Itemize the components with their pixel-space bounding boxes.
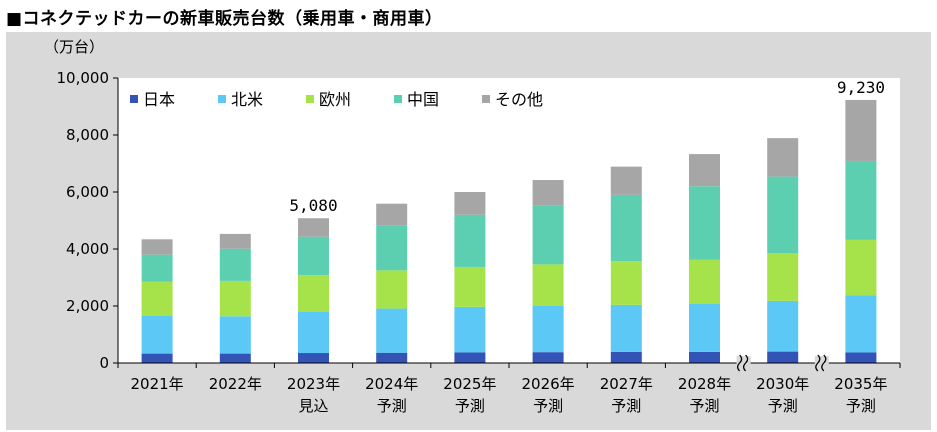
legend-swatch xyxy=(218,95,226,103)
x-tick-label: 2026年 xyxy=(522,375,575,393)
axis-break-mark xyxy=(736,354,751,372)
bar-segment-中国 xyxy=(376,225,408,271)
legend-swatch xyxy=(482,95,490,103)
bar-segment-欧州 xyxy=(376,270,408,309)
x-tick-label: 2024年 xyxy=(365,375,418,393)
axis-break-mark xyxy=(814,354,829,372)
bar-segment-北米 xyxy=(298,311,329,354)
x-tick-label: 2022年 xyxy=(209,375,262,393)
bar-segment-日本 xyxy=(454,352,486,363)
x-tick-sublabel: 予測 xyxy=(533,397,563,415)
bar-segment-その他 xyxy=(141,239,173,255)
legend-item: 北米 xyxy=(218,90,263,109)
y-axis-unit-label: （万台） xyxy=(44,38,104,56)
bar-segment-欧州 xyxy=(298,275,329,312)
bar-segment-日本 xyxy=(532,352,564,363)
y-tick-label: 0 xyxy=(99,354,109,372)
bar-segment-欧州 xyxy=(141,281,173,316)
total-value-label: 9,230 xyxy=(837,78,885,97)
bar-segment-中国 xyxy=(610,194,642,262)
x-tick-sublabel: 予測 xyxy=(377,397,407,415)
bar-segment-北米 xyxy=(845,295,877,353)
legend-label: その他 xyxy=(495,90,543,109)
bar-segment-北米 xyxy=(767,300,799,352)
x-tick-label: 2030年 xyxy=(756,375,809,393)
bar-segment-日本 xyxy=(610,351,642,363)
bar-segment-北米 xyxy=(219,316,251,354)
bar-segment-中国 xyxy=(298,236,329,276)
bar-segment-日本 xyxy=(767,351,799,363)
bar-segment-その他 xyxy=(610,166,642,195)
x-tick-label: 2023年 xyxy=(287,375,340,393)
bar-segment-日本 xyxy=(376,352,408,363)
bar-segment-欧州 xyxy=(532,264,564,306)
x-tick-sublabel: 予測 xyxy=(611,397,641,415)
legend-swatch xyxy=(130,95,138,103)
x-tick-label: 2028年 xyxy=(678,375,731,393)
y-tick-label: 8,000 xyxy=(66,126,109,144)
x-tick-label: 2021年 xyxy=(131,375,184,393)
bar-segment-欧州 xyxy=(454,266,486,307)
legend-swatch xyxy=(306,95,314,103)
chart-panel: （万台） 5,080 9,230 0 2,000 4,000 6,000 8,000 10,… xyxy=(6,32,931,430)
bar-segment-中国 xyxy=(767,176,799,253)
total-value-label: 5,080 xyxy=(289,196,337,215)
bar-segment-その他 xyxy=(219,233,251,249)
bar-segment-日本 xyxy=(219,353,251,363)
y-tick-label: 4,000 xyxy=(66,240,109,258)
y-tick-label: 10,000 xyxy=(57,69,110,87)
bar-segment-北米 xyxy=(376,308,408,353)
bar-segment-中国 xyxy=(219,248,251,281)
x-tick-sublabel: 予測 xyxy=(846,397,876,415)
bar-segment-北米 xyxy=(532,306,564,353)
bar-segment-その他 xyxy=(298,218,329,237)
bar-segment-欧州 xyxy=(767,252,799,301)
bar-segment-中国 xyxy=(689,186,720,260)
x-tick-sublabel: 予測 xyxy=(768,397,798,415)
x-tick-label: 2025年 xyxy=(443,375,496,393)
bar-segment-北米 xyxy=(454,306,486,353)
bar-segment-中国 xyxy=(454,214,486,267)
bar-segment-欧州 xyxy=(845,239,877,296)
bar-segment-その他 xyxy=(845,99,877,161)
bar-segment-北米 xyxy=(689,304,720,352)
bar-segment-その他 xyxy=(454,192,486,215)
legend-item: 欧州 xyxy=(306,90,351,109)
bar-segment-その他 xyxy=(689,154,720,187)
x-tick-sublabel: 予測 xyxy=(455,397,485,415)
legend-label: 欧州 xyxy=(319,90,351,109)
chart-title: ■コネクテッドカーの新車販売台数（乗用車・商用車） xyxy=(6,9,443,29)
bar-segment-欧州 xyxy=(689,259,720,305)
legend-label: 日本 xyxy=(143,90,175,109)
bar-segment-欧州 xyxy=(219,280,251,317)
bar-segment-日本 xyxy=(298,353,329,363)
bar-segment-その他 xyxy=(767,138,799,177)
legend-item: 中国 xyxy=(394,90,439,109)
legend-label: 北米 xyxy=(231,90,263,109)
bar-segment-日本 xyxy=(689,351,720,363)
bar-segment-その他 xyxy=(532,180,564,206)
x-tick-sublabel: 見込 xyxy=(298,397,328,415)
bar-segment-日本 xyxy=(141,353,173,363)
bar-segment-中国 xyxy=(532,205,564,265)
x-tick-label: 2035年 xyxy=(834,375,887,393)
bar-segment-日本 xyxy=(845,352,877,363)
bar-segment-中国 xyxy=(845,160,877,240)
legend-item: 日本 xyxy=(130,90,175,109)
bar-segment-欧州 xyxy=(610,261,642,305)
x-tick-sublabel: 予測 xyxy=(689,397,719,415)
stacked-bar-chart: （万台） 5,080 9,230 0 2,000 4,000 6,000 8,000 10,… xyxy=(44,38,901,415)
y-tick-label: 2,000 xyxy=(66,297,109,315)
legend-swatch xyxy=(394,95,402,103)
bar-segment-その他 xyxy=(376,203,408,226)
legend-label: 中国 xyxy=(407,90,439,109)
bar-segment-北米 xyxy=(141,315,173,354)
bar-segment-北米 xyxy=(610,304,642,352)
legend-item: その他 xyxy=(482,90,543,109)
bar-segment-中国 xyxy=(141,254,173,282)
x-tick-label: 2027年 xyxy=(600,375,653,393)
y-tick-label: 6,000 xyxy=(66,183,109,201)
